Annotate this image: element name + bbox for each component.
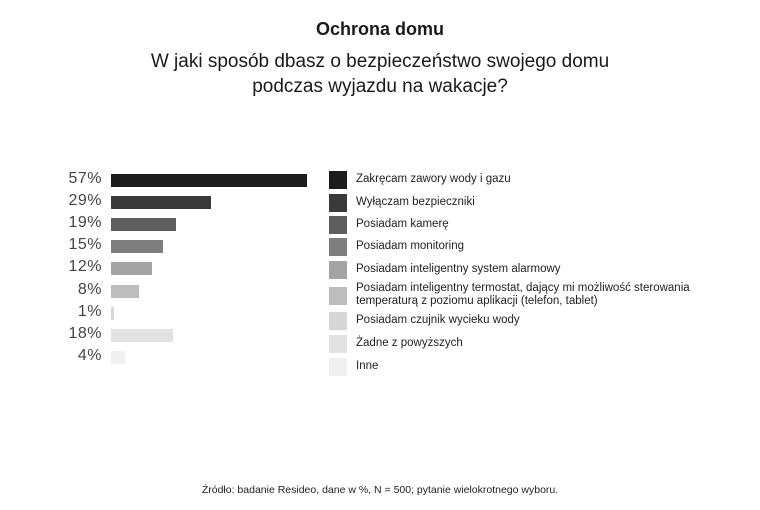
value-label: 19% xyxy=(68,214,102,232)
value-label: 4% xyxy=(77,346,102,364)
legend-label-line: Wyłączam bezpieczniki xyxy=(356,195,475,208)
subtitle-line-1: W jaki sposób dbasz o bezpieczeństwo swo… xyxy=(150,51,610,72)
chart-subtitle: W jaki sposób dbasz o bezpieczeństwo swo… xyxy=(0,49,760,99)
bar xyxy=(111,350,125,364)
legend-label: Posiadam czujnik wycieku wody xyxy=(356,314,520,327)
legend-swatch xyxy=(329,193,347,212)
bar xyxy=(111,306,115,320)
legend-label: Posiadam monitoring xyxy=(356,240,464,253)
bar xyxy=(111,284,139,298)
subtitle-line-2: podczas wyjazdu na wakacje? xyxy=(252,76,508,97)
chart-title: Ochrona domu xyxy=(315,19,444,39)
legend-label: Posiadam inteligentny termostat, dający … xyxy=(356,282,690,308)
legend-label-line: Zakręcam zawory wody i gazu xyxy=(356,173,511,185)
legend-label: Zakręcam zawory wody i gazu xyxy=(356,173,511,186)
value-label: 8% xyxy=(77,280,102,298)
source-note: Źródło: badanie Resideo, dane w %, N = 5… xyxy=(201,484,559,496)
bar xyxy=(111,218,177,232)
legend-label-line: Posiadam inteligentny termostat, dający … xyxy=(356,282,690,294)
bar xyxy=(111,174,308,187)
legend-swatch xyxy=(329,215,347,234)
bar xyxy=(111,196,211,210)
legend-swatch xyxy=(329,358,347,376)
legend-swatch xyxy=(329,171,347,189)
legend-label-line: Żadne z powyższych xyxy=(356,337,463,349)
legend-label-line: temperaturą z poziomu aplikacji (telefon… xyxy=(356,295,598,307)
bar xyxy=(111,328,173,342)
legend-label-line: Posiadam kamerę xyxy=(356,217,449,230)
value-label: 18% xyxy=(68,324,102,342)
legend-swatch xyxy=(329,335,347,353)
legend-label: Wyłączam bezpieczniki xyxy=(356,196,475,209)
legend-label-line: Posiadam czujnik wycieku wody xyxy=(356,314,520,326)
legend-label: Żadne z powyższych xyxy=(356,337,463,350)
bar xyxy=(111,262,153,276)
value-label: 1% xyxy=(77,302,102,320)
legend-swatch xyxy=(329,312,347,330)
legend-label-line: Inne xyxy=(356,360,379,372)
legend-swatch xyxy=(329,237,347,256)
value-label: 29% xyxy=(68,192,102,210)
legend-swatch xyxy=(329,261,347,279)
legend-swatch xyxy=(329,287,347,305)
legend-label: Inne xyxy=(356,360,378,373)
legend-label: Posiadam inteligentny system alarmowy xyxy=(356,263,561,276)
bar xyxy=(111,240,163,254)
legend-label-line: Posiadam inteligentny system alarmowy xyxy=(356,263,561,275)
legend-label-line: Posiadam monitoring xyxy=(356,239,465,252)
value-label: 12% xyxy=(68,258,102,276)
legend-label: Posiadam kamerę xyxy=(356,218,449,231)
value-label: 15% xyxy=(68,236,102,254)
value-label: 57% xyxy=(68,170,102,187)
